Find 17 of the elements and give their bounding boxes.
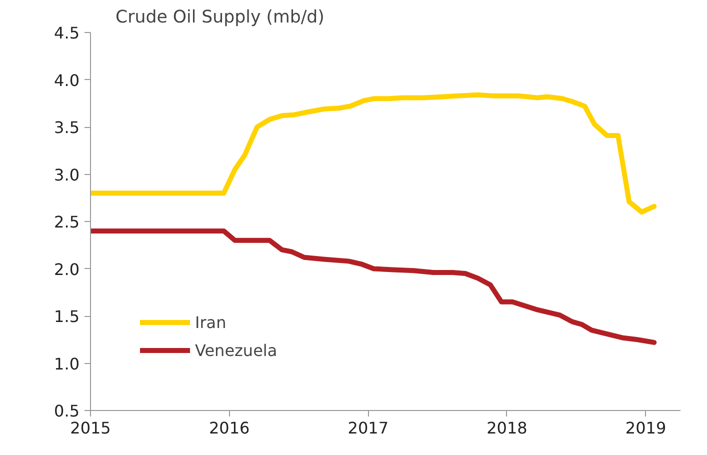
y-tick-label: 2.0 [54, 260, 80, 279]
x-tick-label: 2016 [208, 418, 250, 438]
x-tick-label: 2018 [486, 418, 528, 438]
x-tick-label: 2015 [70, 418, 111, 438]
y-tick-label: 3.5 [54, 118, 80, 137]
y-tick-label: 1.0 [54, 354, 80, 374]
y-tick-label: 2.5 [54, 212, 80, 232]
y-tick-label: 4.5 [54, 24, 80, 42]
legend-label: Venezuela [195, 340, 278, 360]
y-tick-label: 1.5 [54, 307, 80, 326]
y-tick-label: 0.5 [54, 402, 80, 420]
x-tick-label: 2019 [625, 418, 666, 438]
chart-title: Crude Oil Supply (mb/d) [116, 8, 324, 28]
legend-label: Iran [195, 312, 226, 332]
y-tick-label: 4.0 [54, 70, 80, 90]
y-tick-label: 3.0 [54, 165, 80, 184]
x-tick-label: 2017 [348, 418, 389, 438]
